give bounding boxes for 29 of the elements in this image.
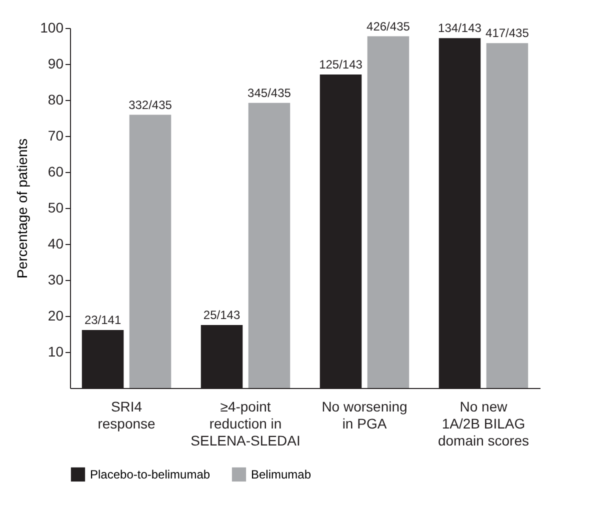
y-tick-label: 20 [48,308,64,324]
data-label: 134/143 [438,21,482,36]
x-tick-label: No new 1A/2B BILAG domain scores [438,398,530,448]
x-tick-label: ≥4-point reduction in SELENA-SLEDAI [190,398,300,448]
y-tick-label: 70 [48,128,64,144]
y-axis-title: Percentage of patients [14,138,30,279]
y-tick-label: 60 [48,164,64,180]
y-tick-label: 40 [48,236,64,252]
data-label: 345/435 [248,86,292,100]
y-tick-label: 90 [48,56,64,72]
data-label: 25/143 [203,308,240,322]
data-label: 417/435 [486,26,530,40]
bar [129,114,172,388]
y-tick-label: 10 [48,344,64,360]
y-tick-label: 100 [40,20,64,36]
data-label: 332/435 [128,98,172,112]
bar [248,102,290,388]
data-label: 426/435 [366,19,410,34]
y-tick-label: 50 [48,200,64,216]
bar [486,43,528,388]
legend-label: Belimumab [251,467,312,482]
x-tick-label: SRI4 response [98,398,156,432]
data-label: 125/143 [319,57,363,72]
bar [367,36,410,388]
x-tick-label: No worsening in PGA [322,398,408,432]
y-tick-label: 30 [48,272,64,288]
legend-label: Placebo-to-belimumab [90,467,210,482]
y-tick-label: 80 [48,92,64,108]
data-label: 23/141 [84,313,122,328]
